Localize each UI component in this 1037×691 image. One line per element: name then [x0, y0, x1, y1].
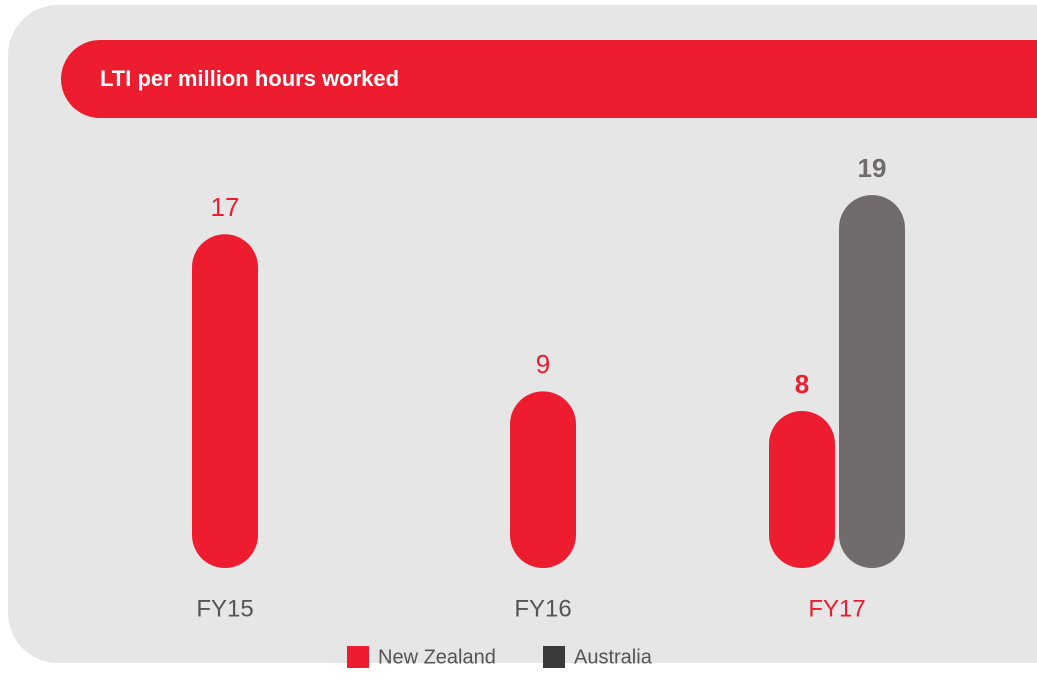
bar — [769, 410, 835, 568]
legend-label: Australia — [574, 646, 653, 668]
x-tick-label: FY17 — [808, 595, 865, 622]
value-label: 8 — [795, 369, 809, 399]
chart-title: LTI per million hours worked — [100, 66, 399, 91]
legend-label: New Zealand — [378, 646, 496, 668]
value-label: 19 — [858, 153, 887, 183]
bar — [510, 391, 576, 568]
x-tick-label: FY15 — [196, 595, 253, 622]
value-label: 17 — [211, 192, 240, 222]
bar — [192, 234, 258, 568]
bar — [839, 195, 905, 568]
value-label: 9 — [536, 349, 550, 379]
title-banner — [61, 40, 1037, 118]
x-tick-label: FY16 — [514, 595, 571, 622]
legend-swatch — [347, 646, 369, 668]
legend-swatch — [543, 646, 565, 668]
